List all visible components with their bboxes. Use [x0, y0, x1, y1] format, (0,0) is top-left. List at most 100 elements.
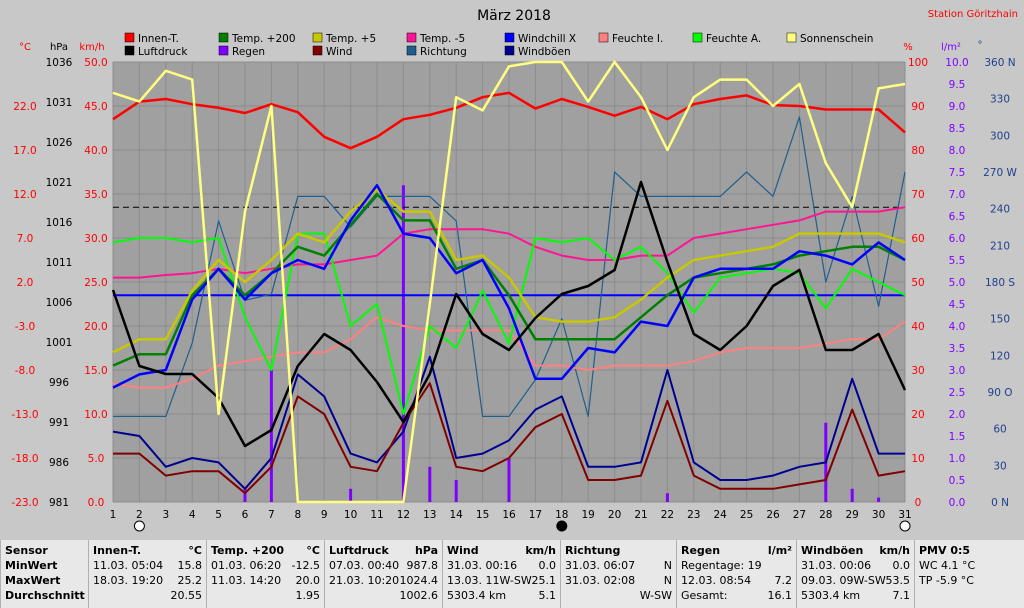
tick-label-day: 2 — [136, 509, 143, 521]
regen-total-val: 16.1 — [767, 589, 793, 602]
tick-label-temp: 2.0 — [17, 277, 34, 289]
rain-bar — [428, 466, 432, 502]
boeen-min-time: 31.03. 00:06 — [801, 559, 872, 572]
tick-label-rain: 7.5 — [949, 167, 966, 179]
legend-swatch — [598, 32, 609, 43]
tick-label-wind: 0.0 — [88, 497, 105, 509]
richtung-max-val: N — [663, 574, 672, 587]
tick-label-dir: 60 — [993, 424, 1006, 436]
tick-label-rain: 7.0 — [949, 189, 966, 201]
innen-max-time: 18.03. 19:20 — [93, 574, 164, 587]
tick-label-rain: 4.5 — [949, 299, 966, 311]
axis-unit-hum: % — [903, 42, 913, 53]
tick-label-press: 1011 — [46, 257, 73, 269]
tick-label-wind: 35.0 — [84, 189, 107, 201]
tick-label-day: 15 — [476, 509, 489, 521]
temp-min-time: 01.03. 06:20 — [211, 559, 282, 572]
tick-label-day: 23 — [687, 509, 700, 521]
tick-label-day: 27 — [793, 509, 806, 521]
tick-label-day: 20 — [608, 509, 621, 521]
tick-label-rain: 3.0 — [949, 365, 966, 377]
axis-unit-dir: ° — [978, 40, 983, 51]
wind-header: Wind — [447, 544, 479, 557]
regen-unit: l/m² — [767, 544, 792, 557]
moon-phase-marker — [556, 520, 568, 532]
legend-swatch — [786, 32, 797, 43]
boeen-header: Windböen — [801, 544, 864, 557]
tick-label-rain: 4.0 — [949, 321, 966, 333]
tick-label-hum: 60 — [911, 233, 924, 245]
tick-label-dir: 300 — [990, 130, 1010, 142]
temp-unit: °C — [306, 544, 320, 557]
richtung-avg-val: W-SW — [639, 589, 672, 602]
tick-label-temp: -8.0 — [15, 365, 36, 377]
regen-total-label: Gesamt: — [681, 589, 728, 602]
legend-swatch — [312, 45, 323, 56]
regen-max-val: 7.2 — [774, 574, 793, 587]
boeen-avg-val: 7.1 — [892, 589, 911, 602]
tick-label-temp: 12.0 — [13, 189, 36, 201]
axis-unit-rain: l/m² — [941, 42, 961, 53]
wind-dist: 5303.4 km — [447, 589, 507, 602]
tick-label-press: 991 — [49, 417, 69, 429]
tick-label-hum: 0 — [915, 497, 922, 509]
temp-min-val: -12.5 — [291, 559, 320, 572]
tick-label-temp: -13.0 — [11, 409, 38, 421]
wind-min-time: 31.03. 00:16 — [447, 559, 518, 572]
chart-title: März 2018 — [477, 8, 551, 24]
legend-swatch — [312, 32, 323, 43]
pmv-wc: WC 4.1 °C — [919, 559, 976, 572]
druck-min-time: 07.03. 00:40 — [329, 559, 400, 572]
tick-label-wind: 15.0 — [84, 365, 107, 377]
tick-label-rain: 9.5 — [949, 79, 966, 91]
weather-chart: 22.017.012.07.02.0-3.0-8.0-13.0-18.0-23.… — [11, 8, 1018, 532]
regen-days: Regentage: 19 — [681, 559, 762, 572]
panel-sensor: Sensor MinWert MaxWert Durchschnitt — [0, 540, 88, 608]
tick-label-hum: 50 — [911, 277, 924, 289]
legend-label: Richtung — [420, 46, 467, 58]
tick-label-rain: 3.5 — [949, 343, 966, 355]
axis-unit-wind: km/h — [79, 42, 104, 53]
richtung-min-time: 31.03. 06:07 — [565, 559, 636, 572]
legend-swatch — [406, 32, 417, 43]
innen-min-val: 15.8 — [177, 559, 203, 572]
legend-swatch — [406, 45, 417, 56]
legend-swatch — [124, 45, 135, 56]
legend-label: Regen — [232, 46, 265, 58]
panel-druck: Luftdruck hPa 07.03. 00:40 987.8 21.03. 10… — [324, 540, 442, 608]
panel-boeen: Windböen km/h 31.03. 00:06 0.0 09.03. 09W-… — [796, 540, 914, 608]
tick-label-temp: -18.0 — [11, 453, 38, 465]
axis-unit-temp: °C — [19, 42, 31, 53]
tick-label-dir: 270 W — [983, 167, 1017, 179]
tick-label-day: 3 — [162, 509, 169, 521]
station-name: Station Göritzhain — [928, 9, 1018, 20]
tick-label-dir: 180 S — [985, 277, 1015, 289]
richtung-header: Richtung — [565, 544, 621, 557]
tick-label-dir: 150 — [990, 314, 1010, 326]
tick-label-press: 996 — [49, 377, 69, 389]
series-line-tm5 — [113, 206, 906, 279]
tick-label-rain: 1.0 — [949, 453, 966, 465]
tick-label-wind: 20.0 — [84, 321, 107, 333]
tick-label-rain: 6.5 — [949, 211, 966, 223]
richtung-min-val: N — [663, 559, 672, 572]
wind-max-val: 25.1 — [531, 574, 557, 587]
tick-label-day: 31 — [898, 509, 911, 521]
boeen-unit: km/h — [879, 544, 910, 557]
series-line-t5 — [112, 188, 906, 354]
tick-label-dir: 330 — [990, 94, 1010, 106]
wind-min-val: 0.0 — [538, 559, 557, 572]
legend-label: Temp. +200 — [231, 33, 296, 45]
tick-label-rain: 5.0 — [949, 277, 966, 289]
legend-swatch — [124, 32, 135, 43]
legend-swatch — [218, 32, 229, 43]
tick-label-day: 16 — [502, 509, 516, 521]
tick-label-dir: 240 — [990, 204, 1010, 216]
temp-max-time: 11.03. 14:20 — [211, 574, 282, 587]
boeen-min-val: 0.0 — [892, 559, 911, 572]
tick-label-hum: 20 — [911, 409, 924, 421]
wind-max-time: 13.03. 11W-SW — [447, 574, 532, 587]
tick-label-rain: 8.5 — [949, 123, 966, 135]
tick-label-dir: 360 N — [984, 57, 1015, 69]
tick-label-day: 10 — [344, 509, 357, 521]
